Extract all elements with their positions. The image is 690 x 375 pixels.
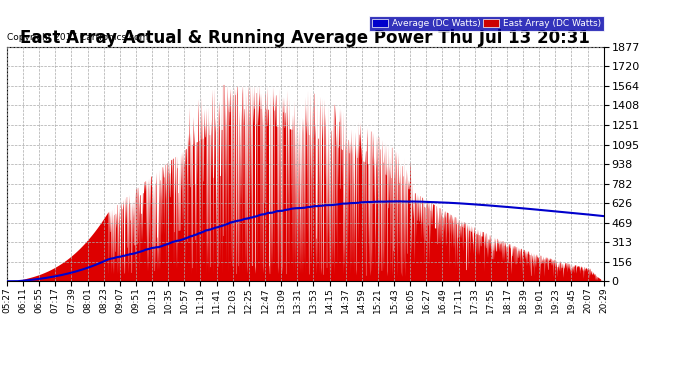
Text: Copyright 2017 Cartronics.com: Copyright 2017 Cartronics.com: [7, 33, 148, 42]
Title: East Array Actual & Running Average Power Thu Jul 13 20:31: East Array Actual & Running Average Powe…: [21, 29, 590, 47]
Legend: Average (DC Watts), East Array (DC Watts): Average (DC Watts), East Array (DC Watts…: [369, 16, 604, 31]
